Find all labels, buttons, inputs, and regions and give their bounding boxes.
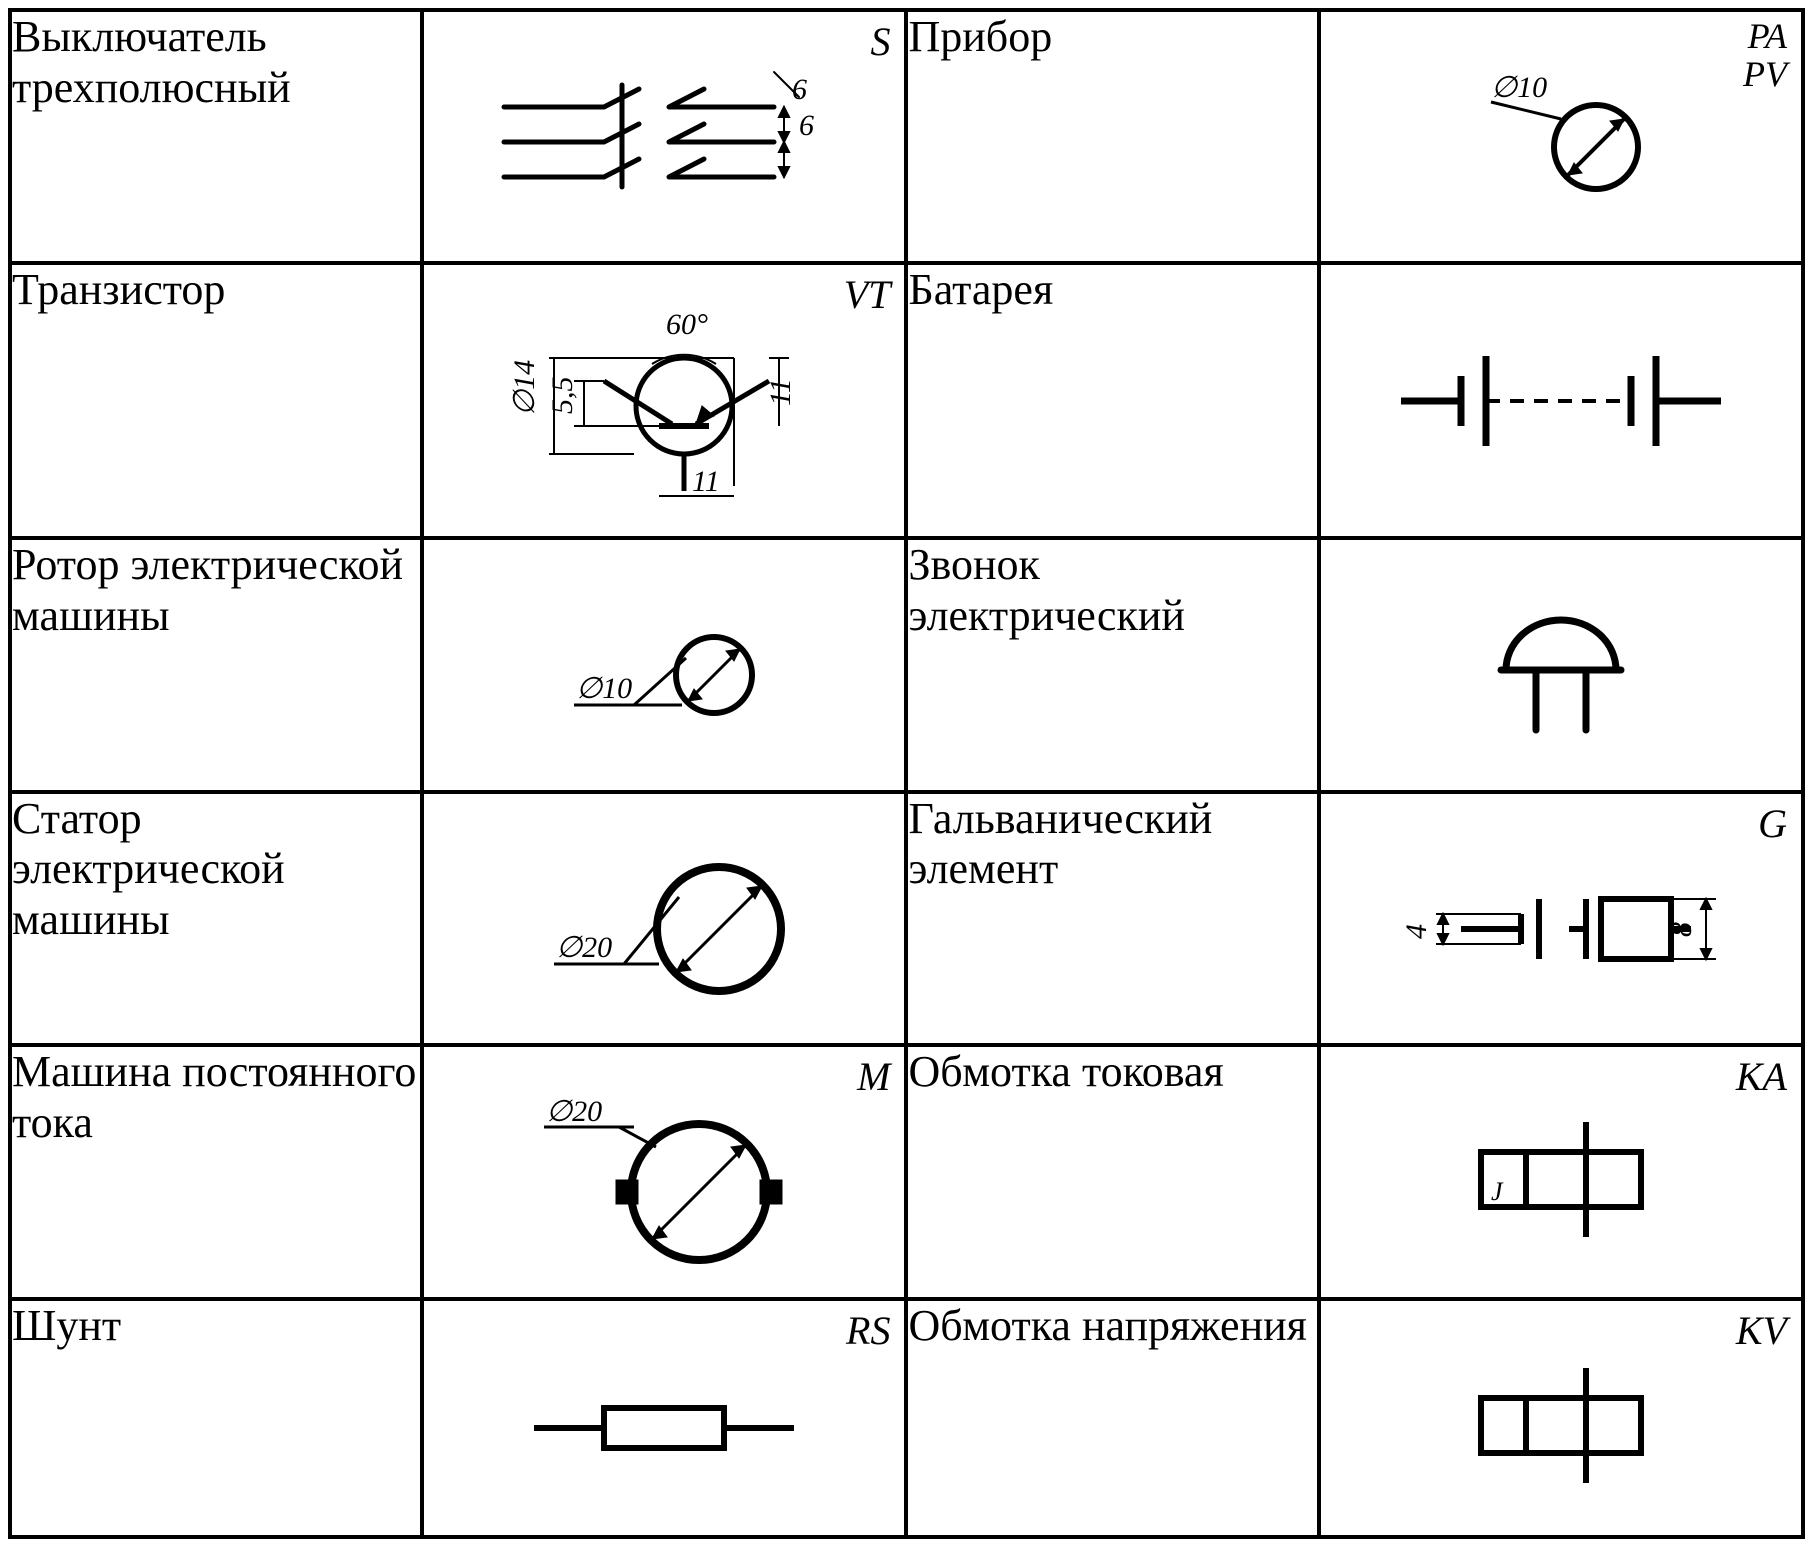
cell-symbol: PAPV ∅10	[1319, 10, 1803, 263]
cell-label: Выключатель трехполюсный	[10, 10, 422, 263]
label-text: Звонок электрический	[908, 540, 1316, 641]
symbols-table: Выключатель трехполюсный S	[8, 8, 1805, 1539]
label-text: Гальванический элемент	[908, 794, 1316, 895]
inner-label: J	[1491, 1177, 1504, 1206]
dim-text: ∅10	[1491, 71, 1547, 104]
voltage-coil-icon	[1421, 1328, 1701, 1508]
dim-text: 5,5	[546, 376, 579, 414]
label-text: Батарея	[908, 265, 1316, 316]
label-text: Шунт	[12, 1301, 420, 1352]
dim-text: ∅10	[576, 672, 632, 705]
dim-text: 60°	[666, 308, 708, 341]
dim-text: 4	[1400, 924, 1433, 939]
label-text: Машина постоянного тока	[12, 1047, 420, 1148]
label-text: Прибор	[908, 12, 1316, 63]
dim-text: 11	[764, 378, 797, 406]
label-text: Обмотка напряжения	[908, 1301, 1316, 1352]
dim-text: 6	[799, 109, 814, 142]
rotor-icon: ∅10	[504, 580, 824, 750]
current-coil-icon: J	[1421, 1082, 1701, 1262]
dim-text: 8	[1665, 922, 1698, 937]
dim-text: ∅14	[508, 360, 541, 416]
dim-text: ∅20	[546, 1095, 602, 1128]
shunt-icon	[504, 1353, 824, 1483]
label-text: Выключатель трехполюсный	[12, 12, 420, 113]
bell-icon	[1451, 575, 1671, 755]
cell-label: Прибор	[906, 10, 1318, 263]
instrument-icon: ∅10	[1411, 47, 1711, 227]
dim-text: 6	[792, 73, 807, 106]
galvanic-cell-icon: 4 8	[1371, 829, 1751, 1009]
label-text: Транзистор	[12, 265, 420, 316]
label-text: Обмотка токовая	[908, 1047, 1316, 1098]
dc-machine-icon: ∅20	[484, 1067, 844, 1277]
label-text: Ротор электрической машины	[12, 540, 420, 641]
battery-icon	[1381, 331, 1741, 471]
cell-symbol: S	[422, 10, 906, 263]
three-pole-switch-icon: 6 6	[484, 37, 844, 237]
stator-icon: ∅20	[494, 819, 834, 1019]
label-text: Статор электрической машины	[12, 794, 420, 946]
dim-text: 11	[692, 465, 720, 498]
transistor-icon: 60° ∅14 5,5 11 11	[474, 286, 854, 516]
dim-text: ∅20	[556, 931, 612, 964]
